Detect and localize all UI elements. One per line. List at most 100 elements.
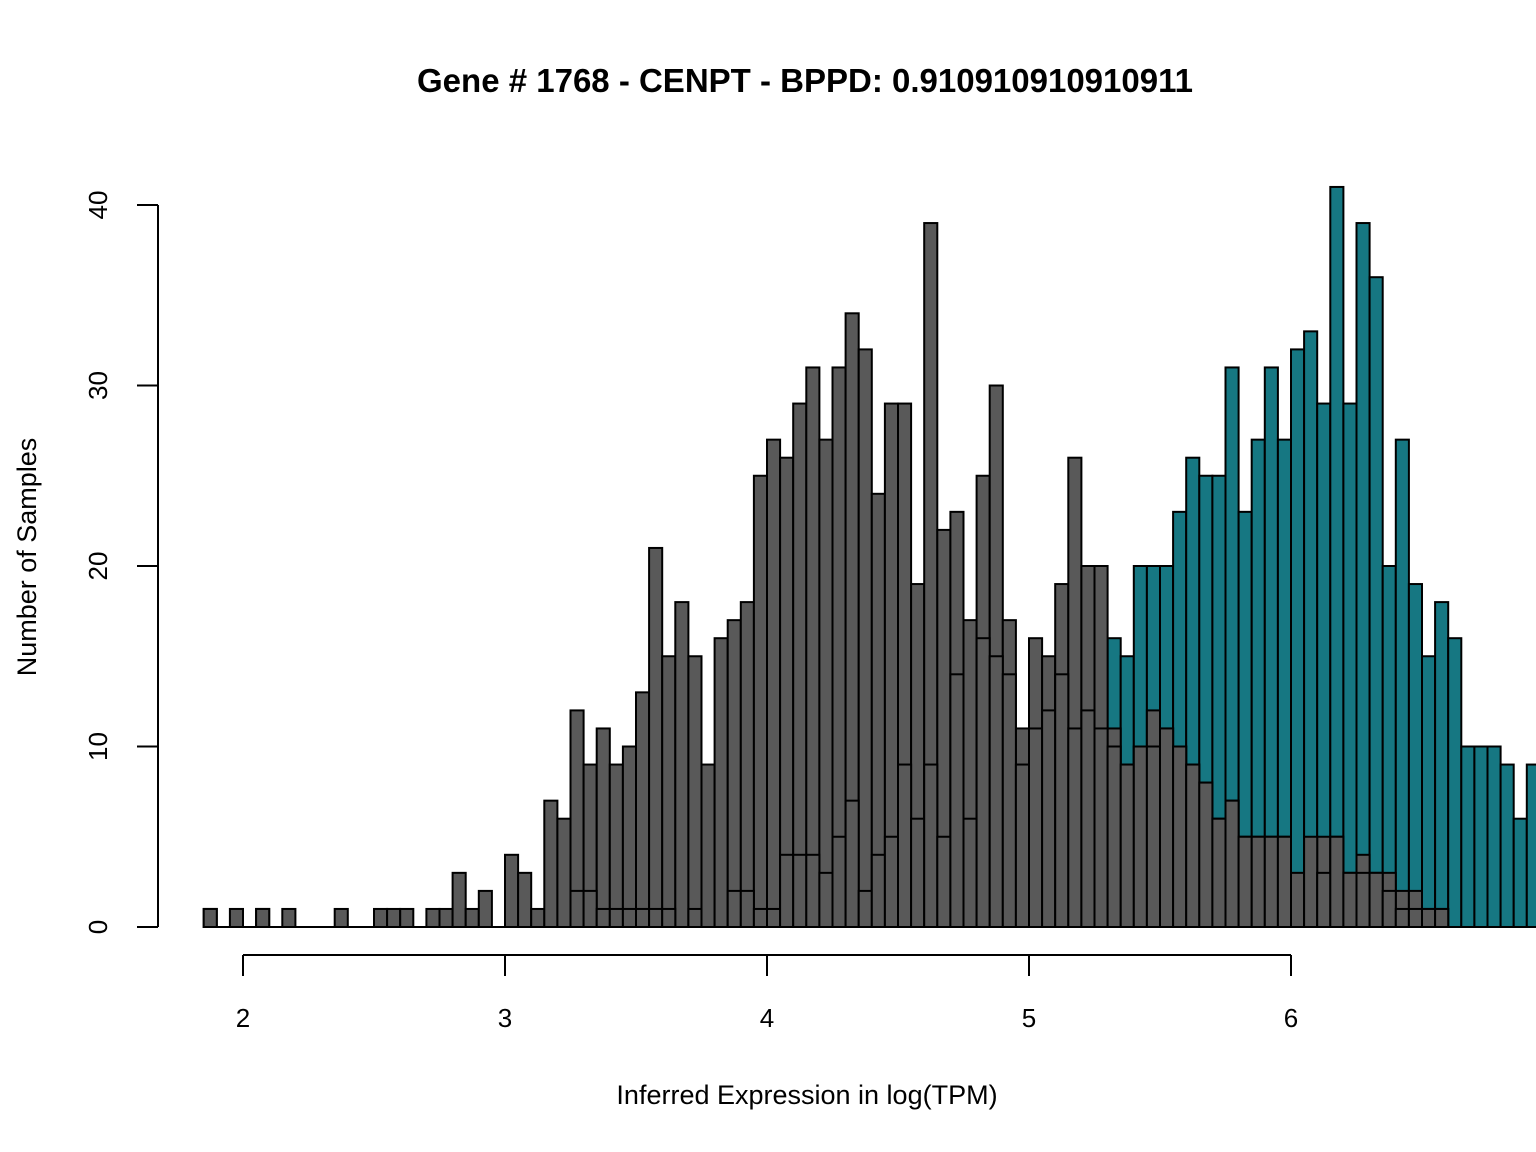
bars-layer [202, 185, 1536, 929]
histogram-bar [766, 438, 782, 928]
histogram-bar [228, 907, 244, 929]
histogram-bar [464, 907, 480, 929]
histogram-bar [1499, 763, 1515, 928]
histogram-bar [595, 907, 611, 929]
histogram-bar [752, 907, 769, 929]
histogram-bar [621, 745, 638, 928]
histogram-bar [569, 889, 585, 929]
chart-title: Gene # 1768 - CENPT - BPPD: 0.9109109109… [417, 62, 1193, 99]
histogram-bar [936, 835, 952, 928]
histogram-bar [1329, 835, 1345, 928]
histogram-bar [713, 637, 729, 928]
histogram-bar [1132, 745, 1148, 928]
histogram-bar [582, 889, 598, 929]
histogram-bar [1381, 889, 1397, 929]
histogram-bar [1263, 835, 1279, 928]
histogram-bar [1342, 402, 1358, 928]
histogram-bar [202, 907, 218, 929]
histogram-bar [661, 655, 677, 928]
histogram-series-3 [203, 637, 1536, 929]
histogram-bar [1054, 673, 1070, 928]
histogram-bar [752, 474, 769, 928]
histogram-bar [477, 889, 493, 929]
histogram-bar [844, 799, 860, 929]
histogram-bar [1368, 871, 1384, 928]
y-tick-label: 10 [83, 732, 113, 761]
histogram-bar [1093, 727, 1109, 929]
histogram-bar [556, 817, 572, 929]
histogram-bar [1250, 835, 1266, 928]
histogram-bar [897, 763, 913, 928]
histogram-bar [687, 907, 703, 929]
histogram-bar [1329, 185, 1345, 928]
histogram-bar [635, 691, 651, 928]
histogram-bar [1342, 871, 1358, 928]
histogram-bar [726, 619, 742, 929]
histogram-bar [1434, 601, 1450, 928]
histogram-bar [1041, 709, 1057, 929]
histogram-bar [530, 907, 546, 929]
histogram-bar [1106, 745, 1122, 928]
histogram-bar [1316, 871, 1332, 928]
histogram-bar [425, 907, 441, 929]
x-axis-title: Inferred Expression in log(TPM) [616, 1080, 997, 1110]
histogram-bar [504, 853, 520, 928]
histogram-bar [1355, 222, 1371, 929]
x-tick-label: 3 [498, 1003, 512, 1033]
histogram-bar [857, 348, 873, 928]
histogram-bar [255, 907, 271, 929]
histogram-bar [1290, 348, 1306, 928]
histogram-bar [779, 853, 795, 928]
histogram-bar [1028, 727, 1044, 929]
histogram-bar [373, 907, 389, 929]
histogram-bar [687, 655, 703, 928]
histogram-bar [543, 799, 559, 929]
histogram-bar [1276, 835, 1293, 928]
histogram-bar [1080, 709, 1096, 929]
histogram-bar [1447, 637, 1463, 928]
histogram-bar [661, 907, 677, 929]
histogram-bar [739, 601, 755, 928]
histogram-bar [1185, 763, 1201, 928]
histogram-bar [608, 763, 624, 928]
histogram-bar [517, 871, 533, 928]
histogram-bar [910, 817, 926, 929]
histogram-bar [1237, 835, 1253, 928]
histogram-bar [595, 727, 611, 929]
histogram-bar [805, 366, 821, 928]
histogram-bar [700, 763, 716, 928]
histogram-bar [399, 907, 415, 929]
histogram-bar [1355, 871, 1371, 928]
histogram-bar [739, 889, 755, 929]
histogram-bar [1434, 907, 1450, 929]
histogram-bar [805, 853, 821, 928]
y-axis-title: Number of Samples [12, 438, 42, 677]
histogram-bar [1159, 727, 1175, 929]
histogram-bar [766, 907, 782, 929]
histogram-bar [1014, 763, 1031, 928]
histogram-bar [949, 673, 965, 928]
histogram-bar [1473, 745, 1489, 928]
histogram-bar [1198, 781, 1214, 928]
histogram-bar [818, 438, 834, 928]
histogram-bar [648, 546, 664, 928]
x-tick-label: 4 [760, 1003, 774, 1033]
y-tick-label: 20 [83, 552, 113, 581]
histogram-bar [1119, 763, 1135, 928]
histogram-bar [608, 907, 624, 929]
histogram-bar [1421, 907, 1437, 929]
x-axis: 2 3 4 5 6 [236, 954, 1298, 1033]
histogram-bar [648, 907, 664, 929]
histogram-bar [831, 835, 847, 928]
histogram-bar [1394, 438, 1410, 928]
histogram-bar [635, 907, 651, 929]
histogram-bar [1486, 745, 1502, 928]
histogram-bar [333, 907, 349, 929]
histogram-bar [870, 853, 886, 928]
histogram-bar [923, 763, 939, 928]
histogram-bar [451, 871, 467, 928]
x-tick-label: 6 [1284, 1003, 1298, 1033]
histogram-bar [1407, 583, 1424, 928]
histogram-bar [1211, 817, 1227, 929]
